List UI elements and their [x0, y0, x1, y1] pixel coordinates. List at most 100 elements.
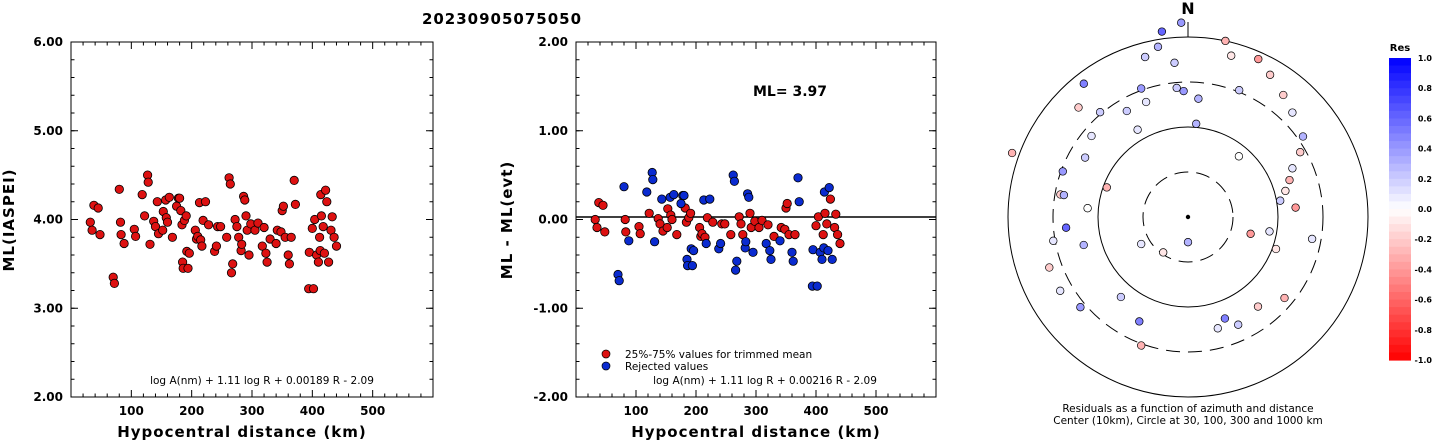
- data-point: [175, 193, 185, 203]
- colorbar-title: Res: [1390, 43, 1410, 54]
- data-point: [662, 222, 672, 233]
- data-point: [158, 225, 168, 235]
- data-point: [290, 199, 300, 209]
- colorbar-segment: [1389, 80, 1411, 89]
- station-point: [1102, 183, 1111, 192]
- data-point: [667, 214, 677, 225]
- circle-30km: [1142, 171, 1234, 263]
- data-point: [788, 256, 798, 266]
- data-point: [635, 229, 645, 239]
- colorbar-tick-label: 1.0: [1418, 54, 1433, 63]
- data-point: [648, 175, 658, 185]
- polar-residual-plot: N Residuals as a function of azimuth and…: [1007, 0, 1369, 427]
- colorbar-segment: [1389, 186, 1411, 195]
- data-point: [95, 230, 105, 240]
- colorbar-segment: [1389, 118, 1411, 127]
- data-point: [184, 248, 194, 258]
- panel-residual-vs-distance: 100 200 300 400 500 -2.00 -1.00 0.00 1.00 2.00 ML…: [498, 35, 937, 441]
- data-point: [114, 184, 124, 194]
- colorbar-segment: [1389, 201, 1411, 210]
- colorbar-tick-label: -0.8: [1415, 326, 1433, 335]
- station-point: [1056, 286, 1065, 295]
- colorbar-tick-label: -0.6: [1415, 296, 1433, 305]
- station-point: [1265, 70, 1275, 79]
- data-point: [657, 194, 667, 204]
- data-point: [197, 241, 207, 251]
- event-id-title: 20230905075050: [422, 10, 582, 28]
- station-point: [1220, 314, 1230, 323]
- colorbar-segment: [1389, 216, 1411, 225]
- data-point: [316, 211, 326, 221]
- data-point: [253, 218, 263, 228]
- data-point: [825, 194, 836, 204]
- data-point: [812, 281, 822, 291]
- station-point: [1159, 248, 1168, 257]
- y-axis-label-2: ML - ML(evt): [498, 161, 516, 279]
- data-point: [621, 227, 631, 237]
- station-point: [1137, 239, 1146, 249]
- colorbar-segment: [1389, 239, 1411, 248]
- data-point: [313, 257, 323, 267]
- station-point: [1007, 148, 1017, 158]
- y-tick-label: 6.00: [33, 35, 63, 49]
- polar-caption-1: Residuals as a function of azimuth and d…: [1062, 403, 1313, 415]
- data-point: [827, 254, 837, 264]
- data-point: [318, 222, 328, 232]
- data-point: [687, 260, 698, 271]
- data-point: [289, 175, 299, 185]
- data-point: [145, 239, 155, 249]
- colorbar-tick-label: 0.0: [1418, 205, 1433, 214]
- data-point: [685, 208, 696, 218]
- data-point: [620, 214, 630, 225]
- center-point: [1185, 214, 1191, 220]
- colorbar-segment: [1389, 156, 1411, 165]
- colorbar-segment: [1389, 171, 1411, 180]
- x-axis-label-1: Hypocentral distance (km): [117, 423, 367, 441]
- data-point: [164, 192, 174, 202]
- station-point: [1307, 234, 1317, 244]
- station-point: [1133, 125, 1142, 134]
- data-point: [676, 198, 686, 209]
- station-point: [1281, 186, 1290, 196]
- station-point: [1271, 244, 1281, 254]
- colorbar-tick-label: -0.4: [1415, 265, 1433, 274]
- data-point: [211, 241, 221, 251]
- station-point: [1157, 27, 1167, 36]
- data-point: [811, 221, 821, 231]
- data-point: [705, 194, 715, 204]
- data-point: [820, 208, 830, 218]
- x-tick-label: 200: [683, 404, 708, 418]
- x-tick-label: 300: [743, 404, 768, 418]
- residual-colorbar: Res 1.0 0.8 0.6 0.4 0.2 0.0 -0.2 -0.4 -0.6 -0.8 -1…: [1389, 43, 1432, 365]
- station-point: [1221, 36, 1230, 46]
- data-point: [87, 225, 97, 235]
- data-point: [284, 259, 294, 269]
- data-point: [624, 236, 634, 246]
- panel-ml-vs-distance: 100 200 300 400 500 2.00 3.00 4.00 5.00 6.00 ML(I…: [0, 35, 434, 441]
- station-point: [1254, 54, 1263, 64]
- data-points-1: [85, 170, 342, 294]
- data-point: [119, 238, 129, 249]
- x-tick-label: 500: [863, 404, 888, 418]
- data-point: [85, 217, 95, 227]
- colorbar-tick-label: -1.0: [1415, 356, 1433, 365]
- station-point: [1135, 317, 1144, 326]
- data-point: [278, 201, 288, 211]
- station-point: [1172, 83, 1181, 93]
- station-point: [1170, 58, 1179, 67]
- data-point: [200, 197, 211, 207]
- data-point: [748, 247, 758, 257]
- station-point: [1235, 86, 1244, 95]
- colorbar-segment: [1389, 148, 1411, 157]
- station-point: [1116, 292, 1126, 302]
- station-point: [1080, 153, 1090, 162]
- station-point: [1194, 94, 1203, 103]
- station-point: [1183, 238, 1193, 247]
- legend-label-trimmed: 25%-75% values for trimmed mean: [625, 349, 812, 361]
- station-point: [1083, 204, 1092, 213]
- colorbar-segment: [1389, 193, 1411, 203]
- data-point: [152, 197, 162, 207]
- colorbar-segment: [1389, 322, 1411, 331]
- colorbar-segment: [1389, 352, 1411, 361]
- station-point: [1288, 108, 1297, 117]
